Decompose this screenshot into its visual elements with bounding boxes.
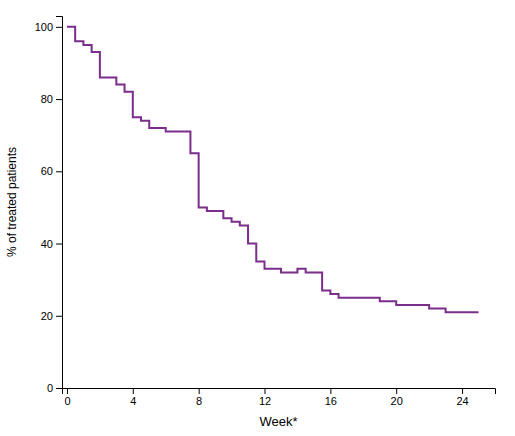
tick: 4 [130,388,136,407]
tick-label: 8 [196,395,202,407]
tick-label: 24 [456,395,468,407]
tick: 40 [41,238,62,250]
tick: 0 [64,388,70,407]
chart-container: 0 4 8 12 16 20 24 0 20 40 60 80 100 Week* % of treated… [0,0,515,436]
tick-label: 16 [325,395,337,407]
series [67,27,479,312]
tick: 0 [47,382,62,394]
tick: 16 [325,388,337,407]
tick-mark [56,27,62,28]
tick: 12 [259,388,271,407]
tick: 8 [196,388,202,407]
tick-mark [67,388,68,394]
tick-label: 100 [35,21,53,33]
chart: 0 4 8 12 16 20 24 0 20 40 60 80 100 Week* % of treated… [0,0,515,436]
tick-mark [56,171,62,172]
y-axis: 0 20 40 60 80 100 [35,17,63,395]
tick-label: 40 [41,238,53,250]
tick-label: 20 [391,395,403,407]
tick-mark [56,244,62,245]
tick-mark [56,388,62,389]
tick-mark [199,388,200,394]
tick-mark [462,388,463,394]
axis-line [63,389,496,395]
tick-label: 12 [259,395,271,407]
plot: 0 4 8 12 16 20 24 0 20 40 60 80 100 [35,17,496,407]
tick: 20 [391,388,403,407]
y-axis-title: % of treated patients [5,147,19,257]
tick-label: 4 [130,395,136,407]
tick-mark [396,388,397,394]
x-axis: 0 4 8 12 16 20 24 [63,388,496,407]
tick-label: 20 [41,310,53,322]
tick-mark [133,388,134,394]
tick-mark [56,316,62,317]
step-line [67,27,479,312]
tick: 24 [456,388,468,407]
tick-mark [265,388,266,394]
tick-label: 80 [41,93,53,105]
tick-label: 0 [64,395,70,407]
tick-mark [56,99,62,100]
tick: 20 [41,310,62,322]
x-axis-title: Week* [259,414,297,429]
tick-mark [330,388,331,394]
tick: 60 [41,165,62,177]
tick: 80 [41,93,62,105]
tick-label: 60 [41,165,53,177]
axis-line [56,17,63,389]
tick-label: 0 [47,382,53,394]
tick: 100 [35,21,62,33]
